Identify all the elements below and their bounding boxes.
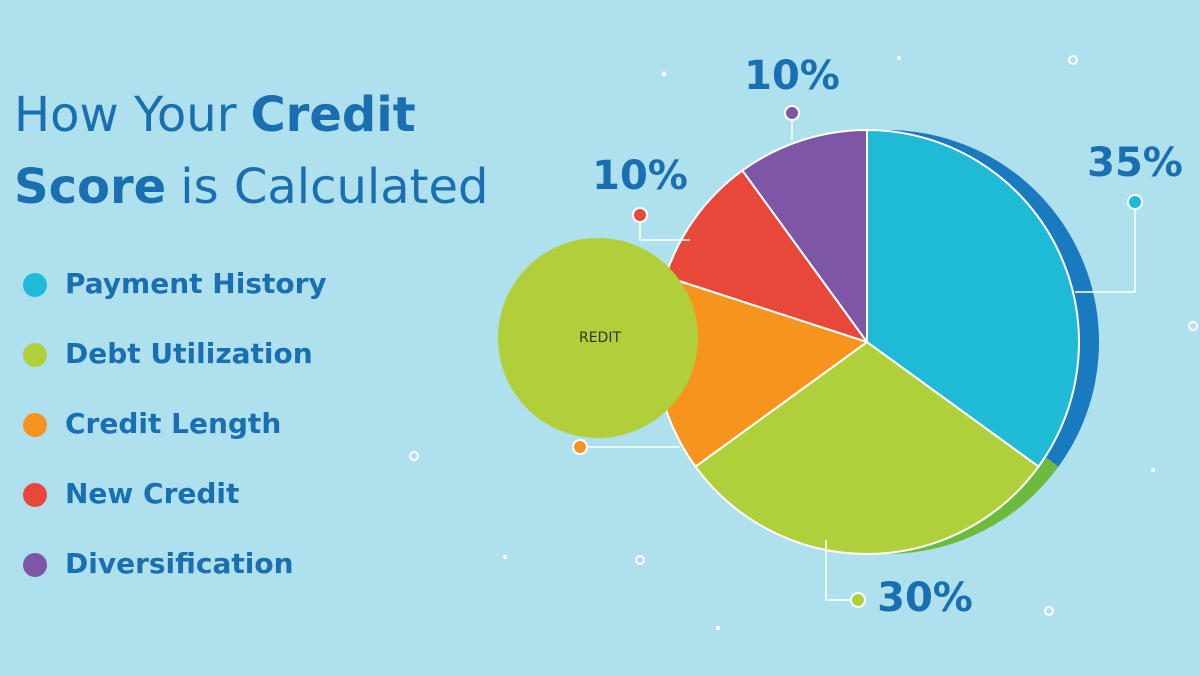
value-label: 10% (592, 153, 688, 199)
decor-dot (1068, 55, 1078, 65)
leader-line (639, 215, 690, 241)
decor-dot (409, 451, 419, 461)
leader-dot (850, 592, 866, 608)
decor-dot (1044, 606, 1054, 616)
value-label: 30% (877, 575, 973, 621)
legend-label: Credit Length (65, 407, 281, 440)
leader-dot (784, 105, 800, 121)
value-label: 10% (744, 53, 840, 99)
title-part: How Your (14, 87, 237, 143)
decor-speck (503, 555, 507, 559)
value-label: 35% (1087, 140, 1183, 186)
decor-dot (1188, 321, 1198, 331)
overlay-circle (498, 238, 698, 438)
decor-specks (503, 56, 1155, 630)
leader-line (1075, 202, 1136, 293)
legend-swatch (23, 553, 47, 577)
decor-speck (716, 626, 720, 630)
legend-swatch (23, 343, 47, 367)
labels: 35% 30% 10% 10% (572, 53, 1183, 621)
legend-label: New Credit (65, 477, 239, 510)
decor-speck (661, 71, 667, 77)
decor-speck (897, 56, 901, 60)
legend-swatch (23, 483, 47, 507)
leader-dot (632, 207, 648, 223)
legend-label: Diversification (65, 547, 294, 580)
pie (654, 129, 1080, 555)
chart-title: How Your Credit (14, 87, 416, 143)
slice (741, 129, 868, 343)
legend-label: Debt Utilization (65, 337, 313, 370)
legend: Payment History Debt Utilization Credit Le… (23, 267, 327, 580)
slice (866, 129, 1080, 468)
overlay-label: REDIT (579, 330, 621, 346)
decor-dots (409, 55, 1198, 616)
decor-speck (1151, 468, 1155, 472)
leader-dot (1127, 194, 1143, 210)
legend-swatch (23, 273, 47, 297)
leader-dot (572, 439, 588, 455)
title-part: Credit (250, 87, 415, 143)
legend-label: Payment History (65, 267, 327, 300)
chart-title: Score is Calculated (14, 159, 488, 215)
title-part: Score (14, 159, 166, 215)
title-part: is Calculated (180, 159, 488, 215)
slice (694, 341, 1040, 555)
legend-swatch (23, 413, 47, 437)
leader-line (825, 540, 858, 601)
decor-dot (635, 555, 645, 565)
